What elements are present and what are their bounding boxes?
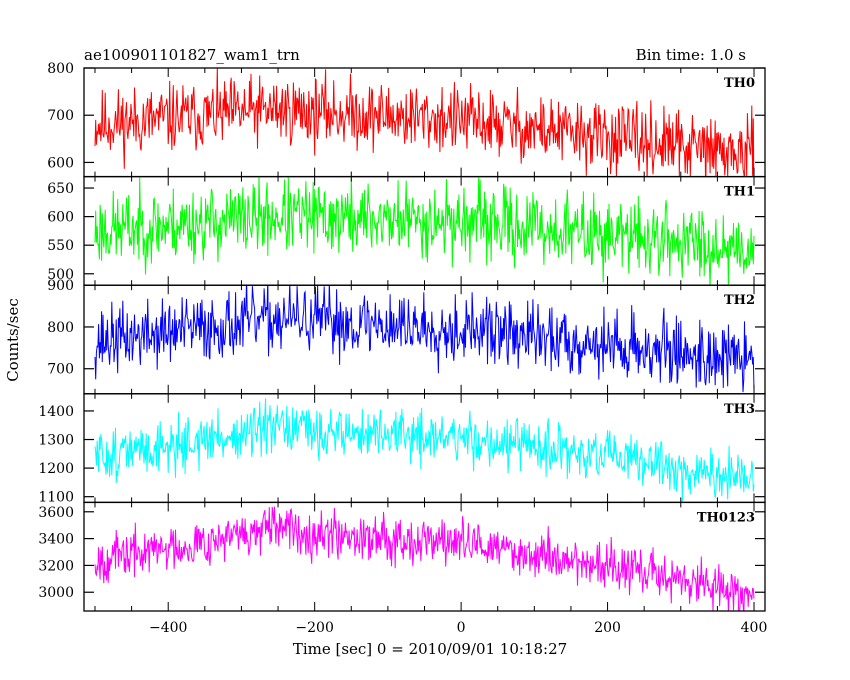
series-line-th3 xyxy=(94,398,755,502)
y-tick-label: 1400 xyxy=(38,404,74,420)
y-tick-label: 3200 xyxy=(38,558,74,574)
y-tick-label: 800 xyxy=(47,61,74,77)
panel-label: TH2 xyxy=(724,293,755,308)
x-tick-label: 200 xyxy=(594,620,621,636)
y-tick-label: 1300 xyxy=(38,433,74,449)
panel-th1: 500 550 600 650 TH1 xyxy=(47,175,766,286)
y-tick-label: 700 xyxy=(47,108,74,124)
x-tick-label: 0 xyxy=(457,620,466,636)
series-line-th0123 xyxy=(94,506,755,611)
y-tick-label: 800 xyxy=(47,320,74,336)
series-line-th2 xyxy=(94,285,755,393)
panels: 600 700 800 TH0 500 550 600 650 TH1 700 800 900 TH2 1… xyxy=(38,61,767,636)
y-axis-label: Counts/sec xyxy=(4,298,22,382)
panel-frame xyxy=(83,501,766,612)
y-tick-label: 650 xyxy=(47,181,74,197)
series-line-th1 xyxy=(94,176,755,286)
y-tick-label: 600 xyxy=(47,210,74,226)
x-tick-label: −400 xyxy=(149,620,187,636)
y-tick-label: 700 xyxy=(47,362,74,378)
panel-label: TH0123 xyxy=(697,510,755,525)
panel-label: TH1 xyxy=(724,185,755,200)
y-tick-label: 550 xyxy=(47,238,74,254)
panel-th2: 700 800 900 TH2 xyxy=(47,278,766,395)
series-line-th0 xyxy=(94,68,755,177)
panel-label: TH3 xyxy=(724,402,755,417)
y-tick-label: 500 xyxy=(47,267,74,283)
bin-time-label: Bin time: 1.0 s xyxy=(636,46,746,64)
x-axis-label: Time [sec] 0 = 2010/09/01 10:18:27 xyxy=(293,640,567,658)
chart-title: ae100901101827_wam1_trn xyxy=(84,46,300,64)
x-tick-label: −200 xyxy=(295,620,333,636)
y-tick-label: 1200 xyxy=(38,461,74,477)
y-tick-label: 3000 xyxy=(38,585,74,601)
panel-th0123: 3000 3200 3400 3600 TH0123 −400 −200 0 200 400 xyxy=(38,501,768,636)
y-tick-label: 1100 xyxy=(38,490,74,506)
y-tick-label: 3600 xyxy=(38,505,74,521)
y-tick-label: 3400 xyxy=(38,532,74,548)
panel-label: TH0 xyxy=(724,76,755,91)
panel-th3: 1100 1200 1300 1400 TH3 xyxy=(38,393,766,506)
x-tick-label: 400 xyxy=(741,620,768,636)
y-tick-label: 900 xyxy=(47,278,74,294)
y-tick-label: 600 xyxy=(47,155,74,171)
panel-th0: 600 700 800 TH0 xyxy=(47,61,766,178)
